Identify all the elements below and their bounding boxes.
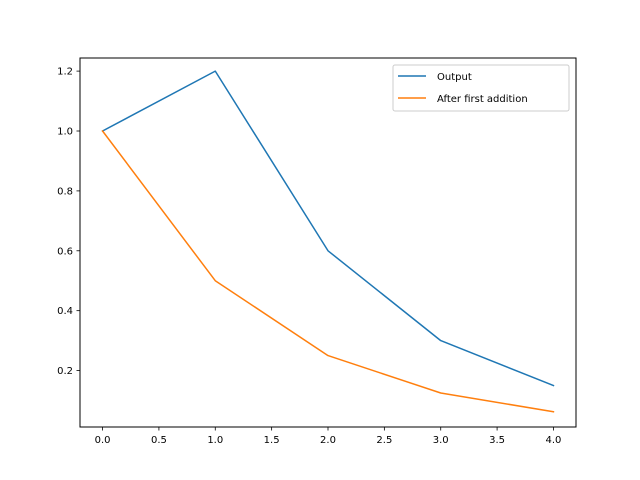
series-line-1 [101,70,555,387]
x-tick-label: 0.0 [95,435,111,446]
x-tick-label: 1.5 [264,435,280,446]
legend: Output After first addition [392,64,570,112]
x-tick-label: 2.0 [320,435,336,446]
y-axis: 0.2 0.4 0.6 0.8 1.0 1.2 [57,67,80,377]
x-tick-label: 1.0 [207,435,223,446]
y-tick-label: 0.8 [57,186,73,197]
x-tick-label: 3.5 [489,435,505,446]
legend-label-1: Output [437,72,472,83]
legend-label-2: After first addition [437,94,528,105]
y-tick-label: 1.2 [57,67,73,78]
x-axis: 0.0 0.5 1.0 1.5 2.0 2.5 3.0 3.5 4.0 [95,427,562,446]
legend-box [392,64,570,112]
x-tick-label: 0.5 [151,435,167,446]
x-tick-label: 4.0 [546,435,562,446]
y-tick-label: 0.2 [57,366,73,377]
y-tick-label: 0.6 [57,246,73,257]
y-tick-label: 0.4 [57,306,73,317]
series-layer [101,70,555,413]
series-line-2 [101,129,555,413]
y-tick-label: 1.0 [57,127,73,138]
x-tick-label: 3.0 [433,435,449,446]
x-tick-label: 2.5 [376,435,392,446]
